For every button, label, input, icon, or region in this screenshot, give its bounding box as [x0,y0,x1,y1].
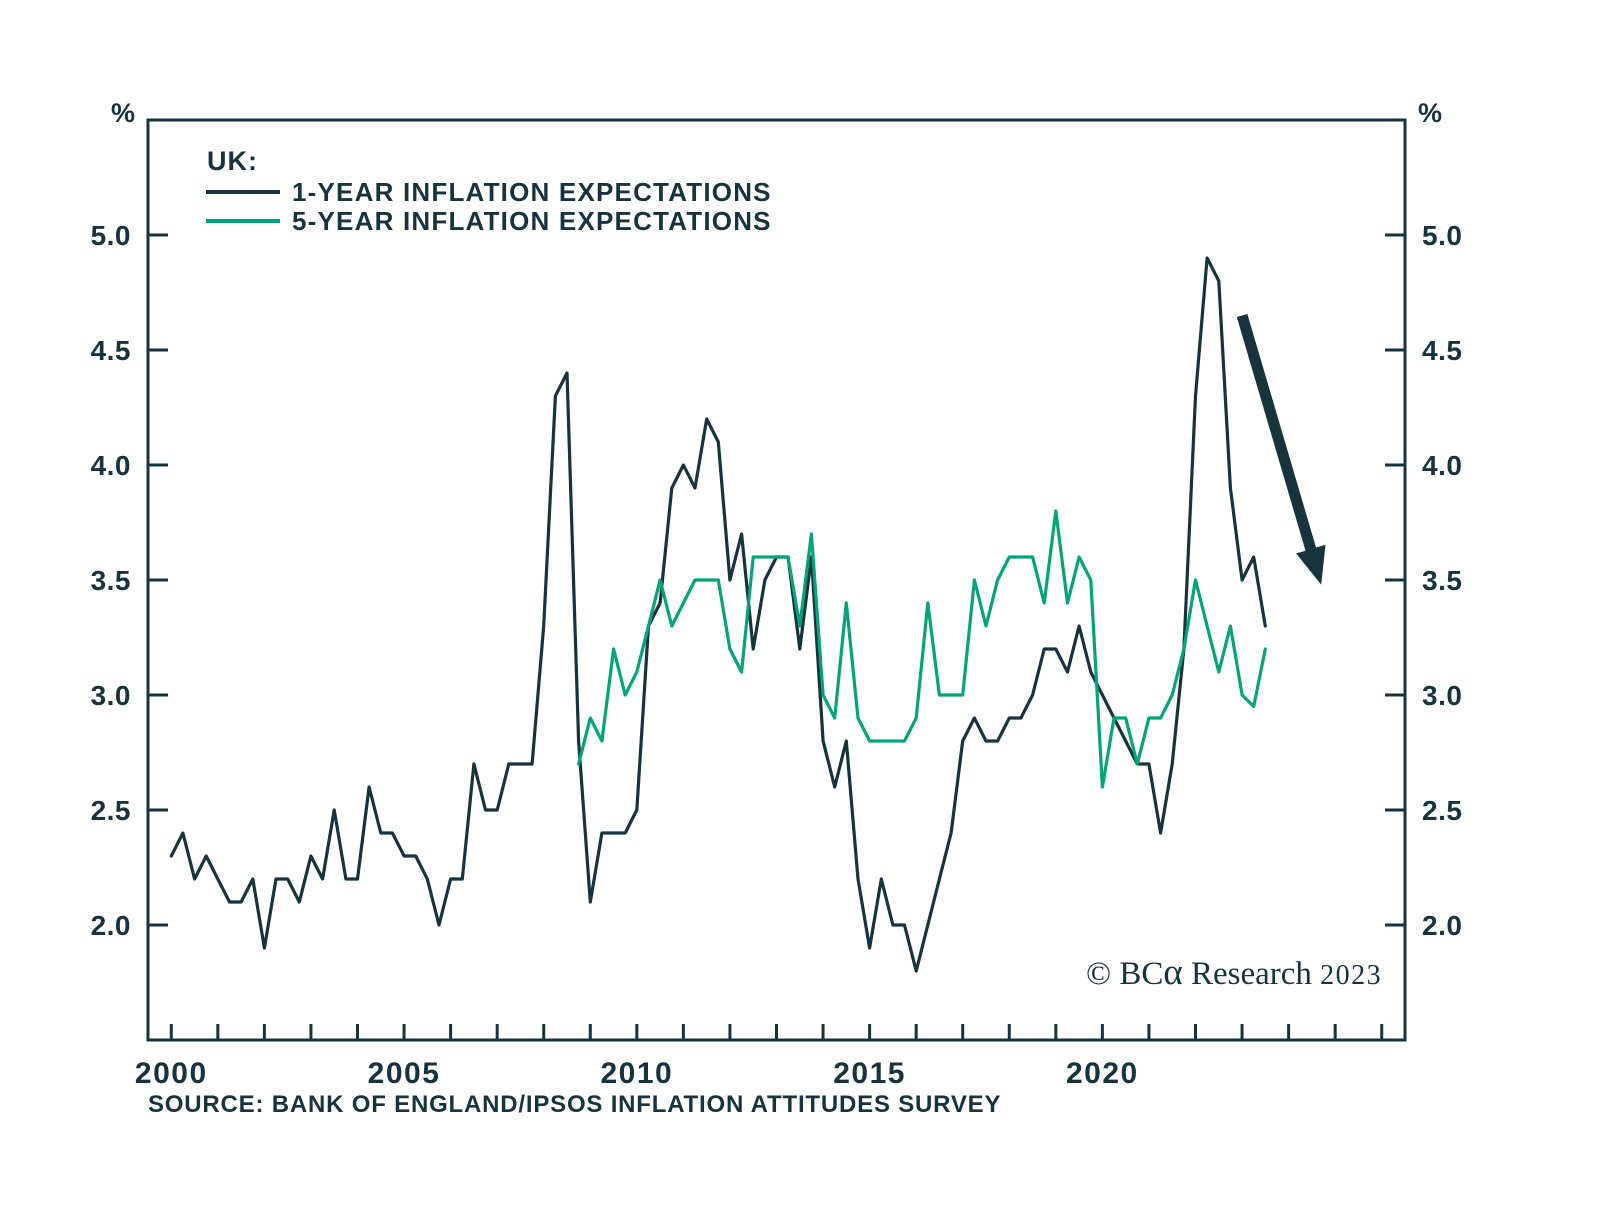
x-axis-labels: 2000 2005 2010 2015 2020 [135,1057,1139,1090]
y-tick-label-right: 5.0 [1422,220,1462,251]
y-axis-labels: 2.0 2.0 2.5 2.5 3.0 3.0 3.5 3.5 4.0 4.0 4.5 4.5 5.0 5… [91,220,1462,941]
x-axis-ticks [169,1024,1384,1040]
y-tick-label-left: 2.0 [91,910,131,941]
plot-frame [146,118,1407,1042]
y-tick-label-right: 2.5 [1422,795,1462,826]
y-tick-label-right: 3.5 [1422,565,1462,596]
legend-title: UK: [207,146,258,176]
branding: © BCα Research 2023 [1086,952,1382,993]
y-tick-label-left: 5.0 [91,220,131,251]
legend-label-5yr: 5-YEAR INFLATION EXPECTATIONS [292,206,772,236]
y-axis-ticks [148,233,1405,927]
x-tick-label: 2000 [135,1057,208,1090]
trend-arrow-head [1296,544,1326,585]
y-tick-label-left: 4.0 [91,450,131,481]
y-tick-label-right: 4.0 [1422,450,1462,481]
y-tick-label-right: 3.0 [1422,680,1462,711]
legend: UK: 1-YEAR INFLATION EXPECTATIONS 5-YEAR… [206,146,772,236]
trend-arrow-shaft [1236,313,1321,566]
x-tick-label: 2015 [833,1057,906,1090]
y-tick-label-left: 2.5 [91,795,131,826]
y-unit-right: % [1418,98,1442,128]
y-tick-label-left: 4.5 [91,335,131,366]
annotation-arrow [1236,313,1326,585]
y-tick-label-right: 2.0 [1422,910,1462,941]
y-tick-label-left: 3.0 [91,680,131,711]
y-tick-label-right: 4.5 [1422,335,1462,366]
y-unit-left: % [111,98,135,128]
legend-label-1yr: 1-YEAR INFLATION EXPECTATIONS [292,177,772,207]
series-line-5yr [576,509,1267,789]
x-tick-label: 2010 [600,1057,673,1090]
x-tick-label: 2005 [368,1057,441,1090]
series-line-1yr [169,256,1267,973]
y-tick-label-left: 3.5 [91,565,131,596]
series-lines [169,256,1267,973]
source-note: SOURCE: BANK OF ENGLAND/IPSOS INFLATION … [148,1091,1001,1118]
x-tick-label: 2020 [1066,1057,1139,1090]
